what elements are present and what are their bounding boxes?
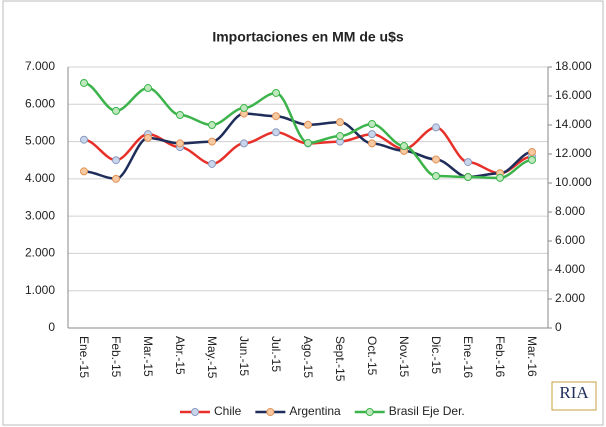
logo-box — [551, 381, 597, 411]
point — [144, 133, 152, 142]
point — [272, 128, 280, 137]
y2-tick-label: 12.000 — [555, 146, 592, 160]
x-tick-label: Ago.-15 — [301, 336, 315, 378]
y2-tick-label: 6.000 — [555, 233, 585, 247]
point — [432, 155, 440, 164]
y-tick-label: 3.000 — [25, 208, 55, 222]
y2-tick-label: 8.000 — [555, 204, 585, 218]
point — [528, 148, 536, 157]
point — [304, 138, 312, 147]
x-tick-label: Oct.-15 — [365, 336, 379, 376]
legend-marker — [266, 408, 275, 416]
y-tick-label: 5.000 — [25, 134, 55, 148]
x-tick-label: Feb.-15 — [109, 336, 123, 378]
point — [368, 130, 376, 139]
logo: RIA — [559, 383, 589, 402]
x-tick-label: Sept.-15 — [333, 336, 347, 382]
point — [144, 84, 152, 93]
point — [336, 132, 344, 141]
y2-tick-label: 4.000 — [555, 262, 585, 276]
point — [112, 106, 120, 115]
y-tick-label: 2.000 — [25, 246, 55, 260]
x-tick-label: Mar.-15 — [141, 336, 155, 377]
x-tick-label: Nov.-15 — [397, 336, 411, 377]
point — [208, 159, 216, 168]
point — [240, 139, 248, 148]
x-tick-label: Feb.-16 — [493, 336, 507, 378]
point — [272, 88, 280, 97]
x-tick-label: Ene.-16 — [461, 336, 475, 378]
legend-marker — [191, 408, 199, 416]
y2-tick-label: 10.000 — [555, 175, 592, 189]
point — [432, 123, 440, 132]
point — [176, 139, 184, 148]
legend-label: Chile — [214, 404, 242, 418]
y2-tick-label: 14.000 — [555, 117, 592, 131]
point — [336, 118, 344, 127]
y-tick-label: 7.000 — [25, 59, 55, 73]
y2-tick-label: 2.000 — [555, 291, 585, 305]
x-tick-label: Dic.-15 — [429, 336, 443, 374]
point — [400, 142, 408, 151]
point — [112, 174, 120, 183]
x-tick-label: May.-15 — [205, 336, 219, 379]
x-tick-label: Abr.-15 — [173, 336, 187, 375]
point — [80, 167, 88, 176]
point — [368, 139, 376, 148]
point — [368, 119, 376, 128]
legend-marker — [365, 408, 374, 416]
y-tick-label: 6.000 — [25, 96, 55, 110]
point — [176, 110, 184, 119]
x-tick-label: Jul.-15 — [269, 336, 283, 372]
point — [464, 173, 472, 182]
legend-label: Argentina — [289, 404, 341, 418]
point — [80, 135, 88, 144]
legend-label: Brasil Eje Der. — [389, 404, 465, 418]
point — [496, 173, 504, 182]
y-tick-label: 0 — [48, 320, 55, 334]
point — [208, 137, 216, 146]
y2-tick-label: 18.000 — [555, 59, 592, 73]
x-tick-label: Jun.-15 — [237, 336, 251, 376]
point — [272, 112, 280, 121]
x-tick-label: Mar.-16 — [525, 336, 539, 377]
point — [240, 104, 248, 113]
point — [208, 121, 216, 129]
x-tick-label: Ene.-15 — [77, 336, 91, 378]
chart-title: Importaciones en MM de u$s — [212, 29, 404, 45]
y-tick-label: 4.000 — [25, 171, 55, 185]
y2-tick-label: 16.000 — [555, 88, 592, 102]
point — [112, 156, 120, 165]
point — [464, 158, 472, 167]
y-tick-label: 1.000 — [25, 283, 55, 297]
point — [80, 78, 88, 87]
y2-tick-label: 0 — [555, 320, 562, 334]
point — [432, 172, 440, 181]
point — [528, 155, 536, 164]
point — [304, 120, 312, 129]
